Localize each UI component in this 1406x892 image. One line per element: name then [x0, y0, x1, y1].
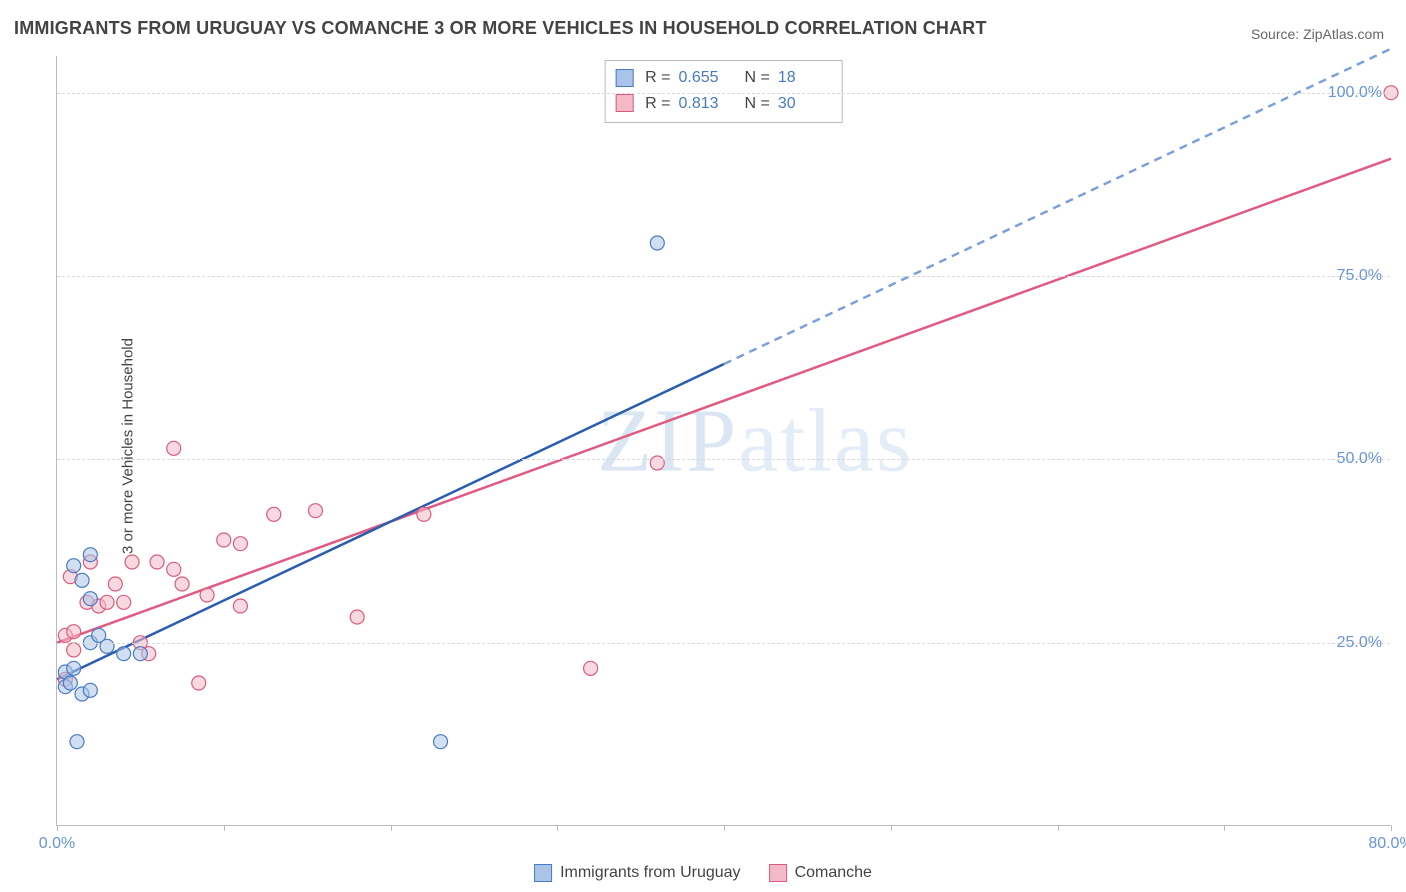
y-tick-label: 75.0% — [1337, 267, 1382, 285]
scatter-point-uruguay — [67, 559, 81, 573]
scatter-point-uruguay — [83, 548, 97, 562]
trend-line — [57, 159, 1391, 643]
r-value-uruguay: 0.655 — [679, 65, 733, 91]
scatter-point-uruguay — [83, 683, 97, 697]
scatter-point-uruguay — [133, 647, 147, 661]
scatter-point-comanche — [167, 562, 181, 576]
scatter-point-comanche — [200, 588, 214, 602]
scatter-point-comanche — [150, 555, 164, 569]
scatter-point-comanche — [217, 533, 231, 547]
scatter-point-comanche — [175, 577, 189, 591]
scatter-point-comanche — [67, 625, 81, 639]
scatter-point-comanche — [267, 507, 281, 521]
scatter-point-comanche — [417, 507, 431, 521]
scatter-point-comanche — [108, 577, 122, 591]
scatter-point-comanche — [117, 595, 131, 609]
scatter-point-comanche — [192, 676, 206, 690]
legend-item-comanche: Comanche — [769, 864, 872, 882]
x-tick-mark — [224, 825, 225, 831]
x-tick-mark — [724, 825, 725, 831]
n-value-comanche: 30 — [778, 91, 832, 117]
scatter-point-uruguay — [650, 236, 664, 250]
r-label: R = — [645, 65, 670, 91]
bottom-legend: Immigrants from Uruguay Comanche — [534, 864, 872, 882]
legend-swatch-uruguay — [534, 864, 552, 882]
x-tick-mark — [557, 825, 558, 831]
stats-row-uruguay: R = 0.655 N = 18 — [615, 65, 832, 91]
plot-area: ZIPatlas R = 0.655 N = 18 R = 0.813 N = … — [56, 56, 1390, 826]
trend-line — [57, 364, 724, 679]
scatter-point-comanche — [650, 456, 664, 470]
x-tick-mark — [391, 825, 392, 831]
scatter-point-uruguay — [75, 573, 89, 587]
x-tick-mark — [1391, 825, 1392, 831]
y-tick-label: 25.0% — [1337, 634, 1382, 652]
stats-legend-box: R = 0.655 N = 18 R = 0.813 N = 30 — [604, 60, 843, 123]
scatter-point-comanche — [308, 504, 322, 518]
plot-svg — [57, 56, 1390, 825]
x-tick-mark — [1058, 825, 1059, 831]
gridline-h — [57, 459, 1390, 460]
r-value-comanche: 0.813 — [679, 91, 733, 117]
scatter-point-comanche — [100, 595, 114, 609]
gridline-h — [57, 93, 1390, 94]
n-label: N = — [745, 65, 770, 91]
scatter-point-uruguay — [70, 735, 84, 749]
x-tick-label: 80.0% — [1368, 835, 1406, 853]
scatter-point-comanche — [233, 599, 247, 613]
gridline-h — [57, 643, 1390, 644]
scatter-point-uruguay — [117, 647, 131, 661]
scatter-point-comanche — [67, 643, 81, 657]
scatter-point-comanche — [125, 555, 139, 569]
x-tick-mark — [1224, 825, 1225, 831]
scatter-point-uruguay — [67, 661, 81, 675]
x-tick-mark — [57, 825, 58, 831]
scatter-point-uruguay — [434, 735, 448, 749]
legend-label-comanche: Comanche — [795, 864, 872, 882]
swatch-uruguay — [615, 69, 633, 87]
legend-item-uruguay: Immigrants from Uruguay — [534, 864, 741, 882]
n-label: N = — [745, 91, 770, 117]
chart-title: IMMIGRANTS FROM URUGUAY VS COMANCHE 3 OR… — [14, 18, 987, 39]
scatter-point-uruguay — [100, 639, 114, 653]
stats-row-comanche: R = 0.813 N = 30 — [615, 91, 832, 117]
scatter-point-comanche — [233, 537, 247, 551]
scatter-point-comanche — [167, 441, 181, 455]
scatter-point-comanche — [350, 610, 364, 624]
scatter-point-uruguay — [83, 592, 97, 606]
r-label: R = — [645, 91, 670, 117]
scatter-point-comanche — [584, 661, 598, 675]
legend-label-uruguay: Immigrants from Uruguay — [560, 864, 741, 882]
legend-swatch-comanche — [769, 864, 787, 882]
x-tick-label: 0.0% — [39, 835, 75, 853]
y-tick-label: 50.0% — [1337, 450, 1382, 468]
y-tick-label: 100.0% — [1328, 84, 1382, 102]
x-tick-mark — [891, 825, 892, 831]
scatter-point-uruguay — [63, 676, 77, 690]
n-value-uruguay: 18 — [778, 65, 832, 91]
source-attribution: Source: ZipAtlas.com — [1251, 26, 1384, 42]
swatch-comanche — [615, 94, 633, 112]
gridline-h — [57, 276, 1390, 277]
